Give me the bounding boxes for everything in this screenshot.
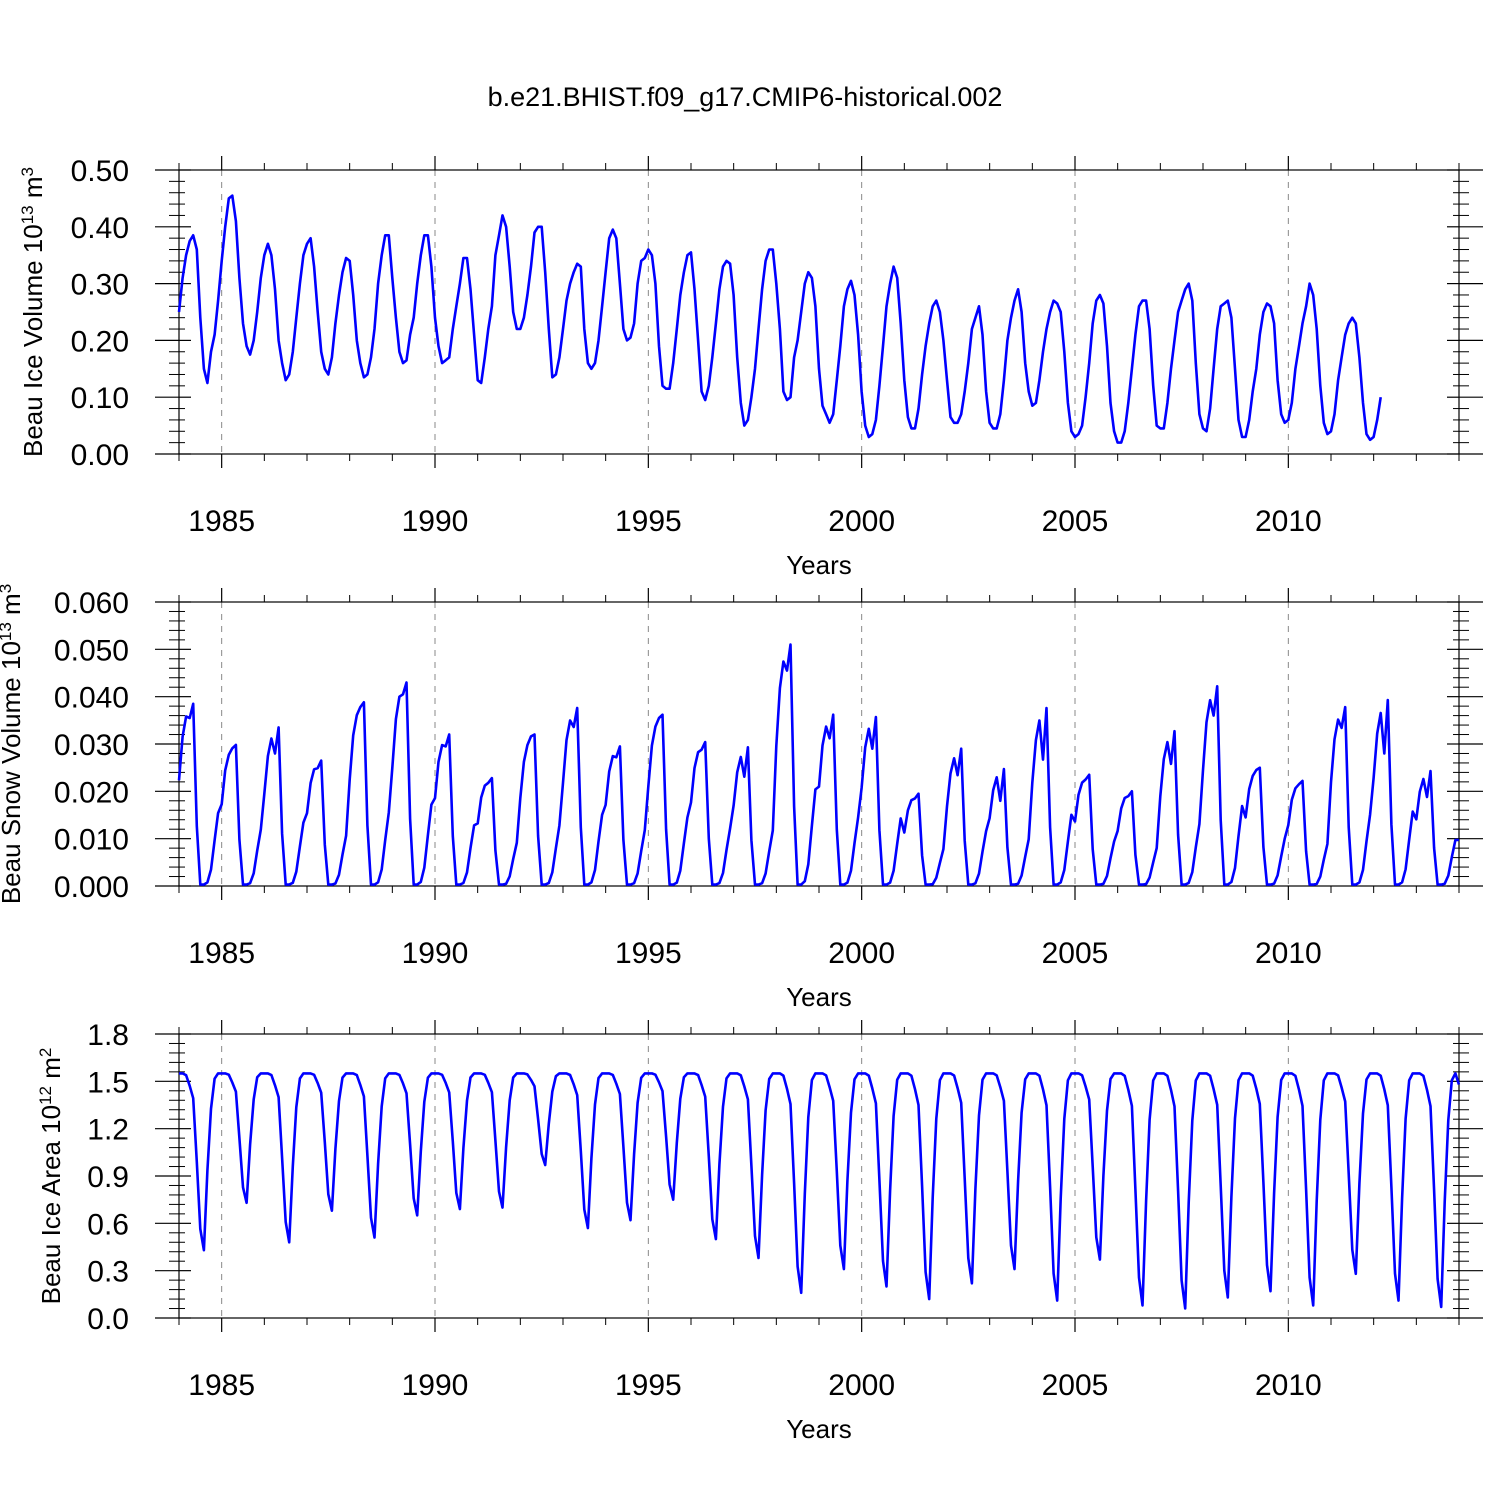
x-tick-label: 2005 (1042, 505, 1109, 538)
y-tick-label: 0.060 (54, 587, 129, 620)
y-tick-label: 0.50 (71, 155, 129, 188)
y-tick-label: 1.2 (87, 1114, 129, 1147)
x-tick-label: 1995 (615, 505, 682, 538)
series-line-2 (179, 1072, 1461, 1310)
x-tick-label: 2000 (828, 505, 895, 538)
y-tick-label: 0.6 (87, 1208, 129, 1241)
y-axis-title: Beau Ice Volume 1013 m3 (18, 167, 49, 457)
x-tick-label: 2010 (1255, 937, 1322, 970)
x-tick-label: 2005 (1042, 937, 1109, 970)
y-tick-label: 0.40 (71, 212, 129, 245)
y-tick-label: 0.020 (54, 776, 129, 809)
series-line-0 (177, 194, 1382, 444)
x-tick-label: 1985 (188, 1369, 255, 1402)
x-tick-label: 1995 (615, 1369, 682, 1402)
x-tick-label: 1990 (402, 505, 469, 538)
y-tick-label: 0.10 (71, 382, 129, 415)
x-axis-title: Years (786, 982, 852, 1012)
y-tick-label: 0.9 (87, 1161, 129, 1194)
x-tick-label: 2000 (828, 937, 895, 970)
y-axis-title: Beau Ice Area 1012 m2 (36, 1048, 67, 1305)
x-tick-label: 2000 (828, 1369, 895, 1402)
x-tick-label: 1985 (188, 937, 255, 970)
x-tick-label: 1990 (402, 1369, 469, 1402)
snow-volume-panel: 1985 1990 1995 2000 2005 2010 0.000 0.010 0.020 0… (0, 584, 1483, 1012)
x-tick-label: 1985 (188, 505, 255, 538)
y-tick-label: 0.030 (54, 729, 129, 762)
y-tick-label: 1.5 (87, 1066, 129, 1099)
plot-frame (178, 169, 1460, 455)
x-tick-label: 2005 (1042, 1369, 1109, 1402)
ice-volume-panel: 1985 1990 1995 2000 2005 2010 0.00 0.10 0.20 0.30… (18, 155, 1483, 580)
plot-frame (178, 1033, 1460, 1319)
x-tick-label: 2010 (1255, 1369, 1322, 1402)
y-tick-label: 0.00 (71, 439, 129, 472)
y-tick-label: 0.3 (87, 1256, 129, 1289)
y-tick-label: 1.8 (87, 1019, 129, 1052)
x-tick-label: 1995 (615, 937, 682, 970)
x-tick-label: 1990 (402, 937, 469, 970)
ice-area-panel: 1985 1990 1995 2000 2005 2010 0.0 0.3 0.6 0.9 1.2 1… (36, 1019, 1483, 1444)
x-axis-title: Years (786, 1414, 852, 1444)
x-axis-title: Years (786, 550, 852, 580)
chart-title: b.e21.BHIST.f09_g17.CMIP6-historical.002 (488, 82, 1003, 112)
y-tick-label: 0.20 (71, 325, 129, 358)
y-axis-title: Beau Snow Volume 1013 m3 (0, 584, 26, 904)
y-tick-label: 0.000 (54, 871, 129, 904)
y-tick-label: 0.0 (87, 1303, 129, 1336)
y-tick-label: 0.010 (54, 824, 129, 857)
plot-frame (178, 601, 1460, 887)
series-line-1 (177, 643, 1459, 886)
y-tick-label: 0.30 (71, 269, 129, 302)
y-tick-label: 0.040 (54, 682, 129, 715)
y-tick-label: 0.050 (54, 634, 129, 667)
x-tick-label: 2010 (1255, 505, 1322, 538)
